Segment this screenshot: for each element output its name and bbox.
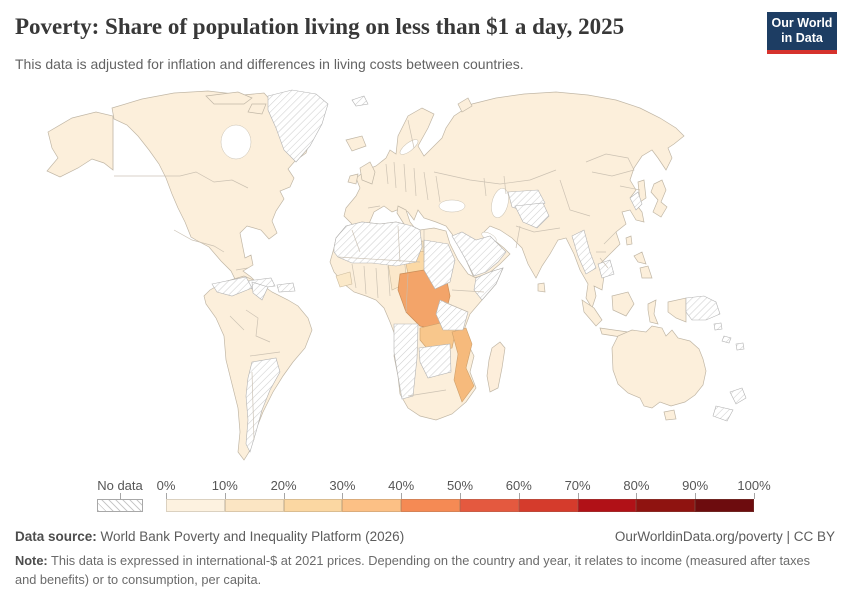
region-taiwan[interactable] bbox=[625, 235, 633, 246]
legend-bin-7[interactable] bbox=[577, 499, 637, 512]
baltic-sea bbox=[399, 139, 419, 155]
region-sumatra[interactable] bbox=[581, 299, 603, 327]
country-borders bbox=[112, 116, 641, 441]
region-arctic-islands-2[interactable] bbox=[247, 103, 267, 115]
region-angola-namibia-nodata[interactable] bbox=[393, 323, 419, 400]
legend-no-data-tick bbox=[120, 493, 121, 499]
credit-link[interactable]: OurWorldinData.org/poverty | CC BY bbox=[614, 529, 835, 544]
region-japan[interactable] bbox=[650, 179, 668, 218]
legend-tick-label-0: 0% bbox=[156, 478, 176, 493]
region-papua-new-guinea-nodata[interactable] bbox=[685, 295, 721, 321]
region-new-guinea-west[interactable] bbox=[667, 297, 687, 323]
legend-tick-mark bbox=[224, 493, 226, 499]
region-fiji-nodata[interactable] bbox=[735, 342, 745, 351]
region-solomon-islands-nodata[interactable] bbox=[713, 322, 723, 331]
note-line: Note: This data is expressed in internat… bbox=[15, 552, 833, 589]
region-venezuela-nodata[interactable] bbox=[211, 276, 253, 297]
page-title: Poverty: Share of population living on l… bbox=[15, 14, 625, 39]
region-philippines-south[interactable] bbox=[639, 265, 653, 279]
region-myanmar-nodata[interactable] bbox=[571, 229, 597, 275]
legend-tick-label-20: 20% bbox=[270, 478, 297, 493]
caspian-sea bbox=[491, 188, 509, 218]
legend-tick-mark bbox=[518, 493, 520, 499]
region-madagascar[interactable] bbox=[486, 341, 506, 393]
region-sudan-nodata[interactable] bbox=[423, 239, 456, 290]
region-philippines-north[interactable] bbox=[633, 251, 647, 265]
data-source-label: Data source: bbox=[15, 529, 97, 544]
legend-bin-4[interactable] bbox=[401, 499, 460, 512]
hudson-bay bbox=[220, 124, 252, 160]
legend-tick-mark bbox=[166, 493, 167, 499]
owid-logo-line1: Our World bbox=[771, 16, 833, 30]
legend-tick-label-40: 40% bbox=[388, 478, 415, 493]
legend-tick-mark bbox=[401, 493, 403, 499]
region-ireland[interactable] bbox=[347, 173, 359, 185]
region-sri-lanka[interactable] bbox=[537, 282, 546, 293]
region-svalbard-nodata[interactable] bbox=[351, 95, 369, 107]
region-sulawesi[interactable] bbox=[647, 299, 659, 325]
owid-logo[interactable]: Our World in Data bbox=[767, 12, 837, 54]
legend-bin-9[interactable] bbox=[695, 499, 754, 512]
region-hispaniola-nodata[interactable] bbox=[276, 282, 296, 293]
chart-subtitle: This data is adjusted for inflation and … bbox=[15, 56, 524, 72]
region-cambodia-nodata[interactable] bbox=[597, 259, 615, 279]
region-mozambique[interactable] bbox=[451, 327, 475, 403]
region-arctic-islands[interactable] bbox=[205, 91, 253, 105]
legend-tick-label-100: 100% bbox=[737, 478, 771, 493]
legend-tick-label-10: 10% bbox=[211, 478, 238, 493]
legend-bin-5[interactable] bbox=[459, 499, 519, 512]
black-sea bbox=[438, 199, 466, 213]
region-new-zealand-north-nodata[interactable] bbox=[729, 387, 747, 405]
region-novaya-zemlya[interactable] bbox=[457, 97, 473, 113]
legend-tick-mark bbox=[283, 493, 285, 499]
legend-tick-label-80: 80% bbox=[623, 478, 650, 493]
legend-no-data-swatch[interactable] bbox=[97, 499, 143, 512]
legend-tick-label-50: 50% bbox=[446, 478, 474, 493]
region-north-korea-nodata[interactable] bbox=[629, 191, 643, 211]
legend-bin-1[interactable] bbox=[224, 499, 284, 512]
legend-no-data-label: No data bbox=[97, 478, 143, 493]
legend-tick-mark bbox=[342, 493, 344, 499]
region-united-kingdom[interactable] bbox=[359, 161, 376, 185]
legend-bin-2[interactable] bbox=[283, 499, 343, 512]
data-source-text: World Bank Poverty and Inequality Platfo… bbox=[96, 529, 405, 544]
note-text: This data is expressed in international-… bbox=[15, 553, 811, 587]
source-line: Data source: World Bank Poverty and Ineq… bbox=[15, 529, 835, 544]
legend-bin-0[interactable] bbox=[166, 499, 225, 512]
legend-tick-mark bbox=[695, 493, 697, 499]
legend-tick-label-90: 90% bbox=[682, 478, 709, 493]
region-new-zealand-south-nodata[interactable] bbox=[712, 405, 734, 422]
region-new-caledonia-nodata[interactable] bbox=[721, 335, 732, 344]
legend-tick-mark bbox=[754, 493, 755, 499]
legend-bar bbox=[166, 499, 754, 512]
region-argentina-nodata[interactable] bbox=[245, 357, 281, 453]
region-botswana-zimbabwe-nodata[interactable] bbox=[418, 343, 452, 379]
region-guinea[interactable] bbox=[335, 271, 353, 288]
legend-tick-mark bbox=[460, 493, 461, 499]
region-borneo[interactable] bbox=[611, 291, 635, 317]
region-greenland-nodata[interactable] bbox=[267, 89, 329, 163]
chart-footer: Data source: World Bank Poverty and Ineq… bbox=[15, 529, 835, 589]
region-afghanistan-nodata[interactable] bbox=[514, 202, 550, 229]
region-north-africa-nodata[interactable] bbox=[333, 221, 423, 267]
note-label: Note: bbox=[15, 553, 48, 568]
legend-tick-mark bbox=[577, 493, 579, 499]
legend-tick-label-30: 30% bbox=[329, 478, 356, 493]
region-alaska[interactable] bbox=[46, 111, 114, 178]
legend-bin-8[interactable] bbox=[636, 499, 696, 512]
legend-tick-label-70: 70% bbox=[564, 478, 591, 493]
region-tasmania[interactable] bbox=[663, 409, 677, 421]
region-guyanas-nodata[interactable] bbox=[251, 281, 269, 301]
map-legend: No data 0% 10% 20% 30% 40% 50% 60% 70% 80% 90% 100… bbox=[0, 476, 850, 516]
legend-tick-mark bbox=[636, 493, 638, 499]
region-saudi-arabia-nodata[interactable] bbox=[451, 231, 507, 277]
region-australia[interactable] bbox=[611, 325, 707, 409]
region-iceland[interactable] bbox=[345, 135, 367, 152]
legend-bin-3[interactable] bbox=[342, 499, 402, 512]
owid-logo-line2: in Data bbox=[781, 31, 823, 45]
legend-bin-6[interactable] bbox=[518, 499, 578, 512]
legend-tick-label-60: 60% bbox=[505, 478, 532, 493]
